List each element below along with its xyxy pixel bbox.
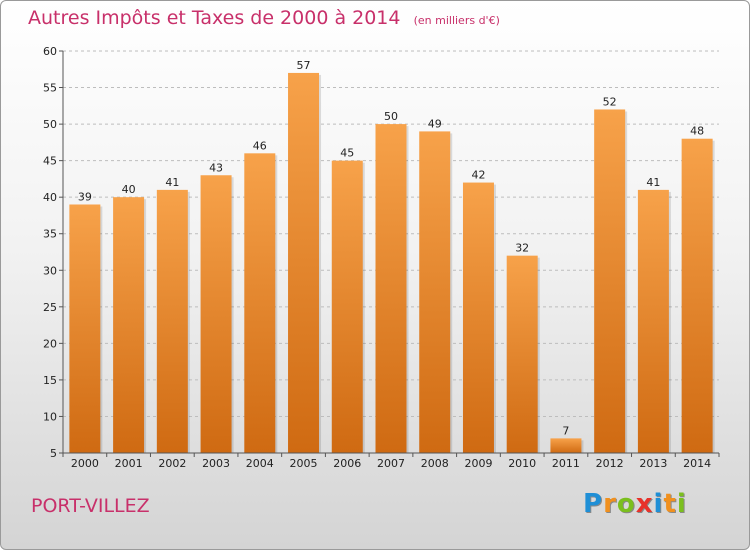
bar <box>419 131 451 453</box>
logo-letter: P <box>583 489 604 519</box>
x-tick-label: 2001 <box>115 457 143 470</box>
title-row: Autres Impôts et Taxes de 2000 à 2014 (e… <box>28 7 500 29</box>
bar <box>331 160 363 454</box>
bar <box>113 197 145 453</box>
bar-value-label: 52 <box>603 95 617 108</box>
bar-value-label: 49 <box>428 117 442 130</box>
y-tick-label: 5 <box>50 447 57 460</box>
logo-letter: o <box>616 489 636 519</box>
bar <box>156 189 188 453</box>
bar <box>375 124 407 453</box>
chart-title: Autres Impôts et Taxes de 2000 à 2014 <box>28 7 401 29</box>
x-tick-label: 2006 <box>333 457 361 470</box>
bar <box>288 72 320 453</box>
bar-value-label: 41 <box>646 176 660 189</box>
x-tick-label: 2000 <box>71 457 99 470</box>
bar-value-label: 50 <box>384 110 398 123</box>
y-tick-label: 40 <box>43 191 57 204</box>
commune-name: PORT-VILLEZ <box>31 495 150 517</box>
bar <box>462 182 494 453</box>
x-tick-label: 2014 <box>683 457 711 470</box>
bars: 39 40 41 43 46 57 45 50 49 42 32 7 52 41 48 <box>69 59 715 454</box>
bar <box>244 153 276 453</box>
x-tick-label: 2012 <box>596 457 624 470</box>
proxiti-logo: Proxiti <box>583 489 687 519</box>
y-tick-label: 25 <box>43 301 57 314</box>
logo-letter: i <box>676 489 687 519</box>
bar <box>69 204 101 453</box>
bar-value-label: 48 <box>690 125 704 138</box>
x-tick-label: 2009 <box>464 457 492 470</box>
bar <box>637 189 669 453</box>
y-tick-label: 60 <box>43 45 57 58</box>
x-tick-label: 2008 <box>421 457 449 470</box>
bar-value-label: 57 <box>297 59 311 72</box>
bar <box>506 255 538 453</box>
x-tick-label: 2010 <box>508 457 536 470</box>
bar <box>550 438 582 453</box>
x-tick-label: 2004 <box>246 457 274 470</box>
x-tick-label: 2013 <box>639 457 667 470</box>
bar <box>200 175 232 453</box>
x-tick-label: 2007 <box>377 457 405 470</box>
y-tick-label: 30 <box>43 264 57 277</box>
bar-value-label: 43 <box>209 161 223 174</box>
bar <box>594 109 626 454</box>
y-tick-label: 50 <box>43 118 57 131</box>
logo-letter: t <box>663 489 677 519</box>
bar-value-label: 41 <box>165 176 179 189</box>
y-tick-label: 20 <box>43 337 57 350</box>
logo-letter: x <box>635 489 654 519</box>
bar-value-label: 46 <box>253 139 267 152</box>
bar-value-label: 32 <box>515 242 529 255</box>
logo-letter: r <box>603 489 617 519</box>
bar-value-label: 39 <box>78 190 92 203</box>
bar-value-label: 42 <box>471 169 485 182</box>
chart-unit: (en milliers d'€) <box>413 14 500 27</box>
bar-value-label: 40 <box>122 183 136 196</box>
y-tick-label: 45 <box>43 155 57 168</box>
x-axis: 2000 2001 2002 2003 2004 2005 2006 2007 2008 2009… <box>62 452 720 470</box>
y-axis: 5 10 15 20 25 30 35 40 45 50 55 60 <box>43 45 64 460</box>
bar <box>681 138 713 453</box>
x-tick-label: 2003 <box>202 457 230 470</box>
x-tick-label: 2011 <box>552 457 580 470</box>
y-tick-label: 35 <box>43 228 57 241</box>
x-tick-label: 2005 <box>290 457 318 470</box>
logo-letter: i <box>653 489 664 519</box>
y-tick-label: 55 <box>43 82 57 95</box>
bar-value-label: 7 <box>562 424 569 437</box>
y-tick-label: 10 <box>43 410 57 423</box>
bar-value-label: 45 <box>340 147 354 160</box>
y-tick-label: 15 <box>43 374 57 387</box>
x-tick-label: 2002 <box>158 457 186 470</box>
